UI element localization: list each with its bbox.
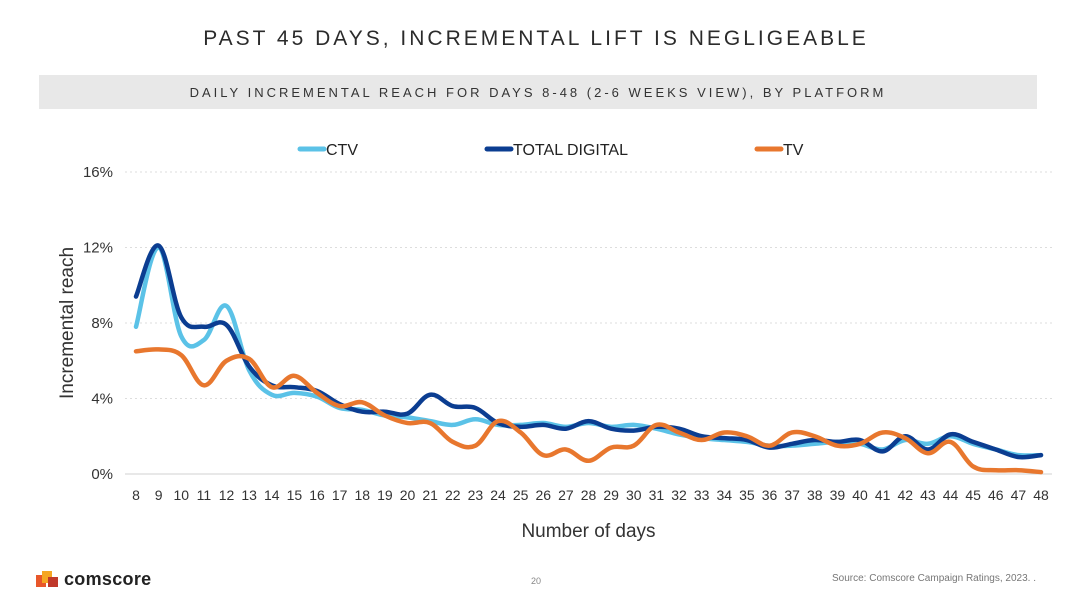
x-tick-label: 27: [558, 487, 574, 503]
x-tick-label: 38: [807, 487, 823, 503]
x-tick-label: 30: [626, 487, 642, 503]
chart-subtitle: DAILY INCREMENTAL REACH FOR DAYS 8-48 (2…: [189, 85, 887, 100]
x-tick-label: 32: [671, 487, 687, 503]
x-tick-label: 43: [920, 487, 936, 503]
comscore-logo: comscore: [36, 567, 151, 591]
y-tick-label: 12%: [83, 240, 113, 257]
x-tick-label: 26: [535, 487, 551, 503]
x-tick-label: 41: [875, 487, 891, 503]
x-tick-label: 21: [422, 487, 438, 503]
x-tick-label: 13: [241, 487, 257, 503]
x-tick-label: 34: [716, 487, 732, 503]
x-tick-label: 31: [649, 487, 665, 503]
x-tick-label: 22: [445, 487, 461, 503]
x-tick-label: 19: [377, 487, 393, 503]
y-tick-label: 0%: [91, 466, 113, 483]
x-tick-label: 35: [739, 487, 755, 503]
x-tick-label: 17: [332, 487, 348, 503]
x-tick-label: 25: [513, 487, 529, 503]
x-tick-label: 33: [694, 487, 710, 503]
series-line-total-digital: [133, 243, 1044, 460]
slide-title: PAST 45 DAYS, INCREMENTAL LIFT IS NEGLIG…: [203, 27, 869, 50]
comscore-logo-icon: [36, 571, 58, 587]
x-tick-label: 29: [603, 487, 619, 503]
series-line-ctv: [133, 245, 1044, 458]
legend-label: CTV: [326, 142, 358, 159]
x-tick-label: 46: [988, 487, 1004, 503]
x-tick-label: 14: [264, 487, 280, 503]
x-tick-label: 42: [897, 487, 913, 503]
x-tick-label: 23: [468, 487, 484, 503]
x-tick-label: 28: [581, 487, 597, 503]
logo-text: comscore: [64, 568, 152, 589]
x-axis-label: Number of days: [521, 521, 655, 542]
x-tick-label: 20: [400, 487, 416, 503]
x-tick-label: 36: [762, 487, 778, 503]
subtitle-banner: DAILY INCREMENTAL REACH FOR DAYS 8-48 (2…: [39, 75, 1037, 109]
x-tick-label: 47: [1011, 487, 1027, 503]
series-line-tv: [133, 347, 1044, 475]
source-note: Source: Comscore Campaign Ratings, 2023.…: [832, 573, 1036, 584]
x-tick-label: 16: [309, 487, 325, 503]
x-tick-label: 40: [852, 487, 868, 503]
x-tick-label: 11: [197, 487, 212, 503]
y-tick-label: 4%: [91, 391, 113, 408]
x-tick-label: 24: [490, 487, 506, 503]
x-tick-label: 48: [1033, 487, 1049, 503]
x-tick-label: 45: [965, 487, 981, 503]
x-tick-label: 39: [830, 487, 846, 503]
x-tick-label: 44: [943, 487, 959, 503]
y-tick-label: 16%: [83, 164, 113, 181]
x-tick-label: 12: [219, 487, 235, 503]
legend-label: TOTAL DIGITAL: [513, 142, 628, 159]
legend-label: TV: [783, 142, 804, 159]
x-tick-label: 9: [155, 487, 163, 503]
x-tick-label: 10: [173, 487, 189, 503]
x-tick-label: 15: [287, 487, 303, 503]
y-tick-label: 8%: [91, 315, 113, 332]
x-tick-label: 8: [132, 487, 140, 503]
y-axis-label: Incremental reach: [57, 247, 78, 399]
page-number: 20: [531, 576, 542, 586]
x-tick-label: 37: [784, 487, 800, 503]
x-tick-label: 18: [354, 487, 370, 503]
